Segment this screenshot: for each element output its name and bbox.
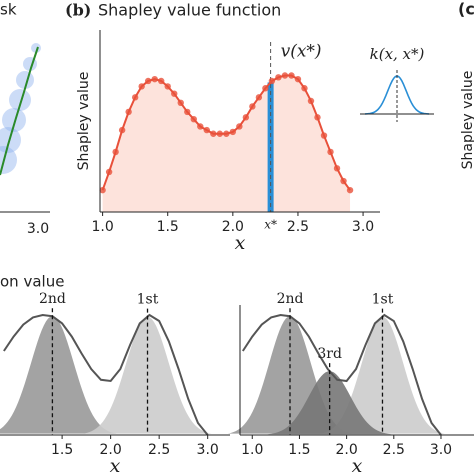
x-tick-label: 1.5	[288, 442, 310, 458]
x-axis-label: x	[110, 455, 121, 474]
point	[288, 72, 295, 79]
peak-label: 2nd	[277, 291, 304, 307]
curve	[241, 313, 442, 436]
x-tick-label: 2.5	[148, 442, 170, 458]
point	[307, 97, 315, 105]
point	[151, 75, 158, 83]
kernel-label: k(x, x*)	[370, 45, 425, 63]
x-tick-label: 1.5	[157, 219, 179, 235]
fit-line	[0, 46, 39, 176]
y-axis-label: Shapley value	[76, 72, 92, 171]
point	[99, 186, 106, 194]
x-tick-label: 2.0	[100, 442, 122, 458]
point	[301, 85, 308, 92]
highlight-label: x*	[264, 218, 277, 232]
x-tick-label: 2.5	[383, 442, 405, 458]
point	[177, 99, 184, 107]
point	[268, 77, 276, 85]
point	[203, 126, 210, 134]
point	[294, 75, 302, 83]
point	[216, 130, 224, 137]
panel-label: (c	[458, 0, 474, 19]
peak-kernel	[267, 371, 392, 435]
point	[275, 74, 282, 81]
point	[262, 85, 269, 92]
x-tick-label: 3.0	[27, 221, 49, 237]
point	[164, 83, 171, 90]
point	[255, 94, 263, 101]
y-axis-label: Shapley value	[460, 71, 474, 170]
peak-label: 3rd	[317, 346, 342, 362]
point	[320, 132, 328, 139]
peak-label: 1st	[372, 292, 394, 308]
x-tick-label: 3.0	[197, 442, 219, 458]
point	[236, 123, 243, 130]
chart-title: Shapley value function	[98, 1, 281, 20]
point	[131, 94, 139, 101]
area-fill	[102, 75, 351, 212]
point	[138, 83, 145, 90]
point	[314, 114, 321, 121]
x-tick-label: 2.0	[222, 219, 244, 235]
x-axis-label: x	[352, 455, 363, 474]
point	[158, 77, 165, 85]
point	[242, 114, 250, 121]
point	[105, 168, 113, 176]
highlight-annotation: v(x*)	[281, 42, 322, 62]
point	[333, 165, 341, 172]
x-axis-label: x	[235, 232, 246, 254]
point	[223, 130, 230, 137]
x-tick-label: 1.0	[241, 442, 263, 458]
panel-title: sk	[0, 1, 17, 19]
point	[281, 72, 289, 79]
x-tick-label: 3.0	[352, 219, 374, 235]
x-tick-label: 3.0	[430, 442, 452, 458]
point	[340, 177, 347, 185]
x-tick-label: 2.5	[287, 219, 309, 235]
point	[229, 128, 237, 136]
point	[249, 103, 256, 110]
x-tick-label: 1.0	[91, 219, 113, 235]
point	[346, 186, 354, 194]
point	[184, 108, 191, 116]
point	[210, 130, 217, 137]
x-tick-label: 1.5	[51, 442, 73, 458]
panel-label: (b)	[65, 1, 91, 20]
point	[197, 123, 204, 130]
peak-label: 2nd	[39, 291, 66, 307]
x-tick-label: 2.0	[335, 442, 357, 458]
point	[327, 148, 334, 156]
point	[125, 108, 132, 116]
point	[171, 90, 178, 97]
peak-kernel	[0, 316, 117, 434]
panel-title: on value	[0, 273, 64, 291]
curve	[3, 313, 209, 436]
point	[190, 115, 197, 123]
point	[118, 126, 126, 134]
panel-a-fragment: sk 3.0	[0, 1, 50, 237]
point	[112, 148, 119, 156]
point	[144, 77, 152, 85]
peak-label: 1st	[137, 292, 159, 308]
